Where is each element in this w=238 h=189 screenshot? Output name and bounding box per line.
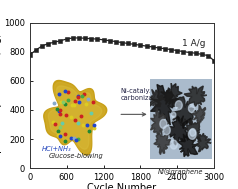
Text: 1 A/g: 1 A/g xyxy=(182,39,206,48)
Polygon shape xyxy=(170,140,177,149)
Polygon shape xyxy=(160,119,167,128)
Polygon shape xyxy=(194,133,211,152)
Polygon shape xyxy=(190,129,196,136)
Polygon shape xyxy=(164,116,191,145)
Polygon shape xyxy=(48,86,102,149)
X-axis label: Cycle Number: Cycle Number xyxy=(87,184,157,189)
Y-axis label: Specific capacitance (F/g): Specific capacitance (F/g) xyxy=(0,32,3,159)
Polygon shape xyxy=(178,134,198,157)
Text: Ni@graphene: Ni@graphene xyxy=(158,168,204,175)
Text: Ni-catalyzed
carbonization: Ni-catalyzed carbonization xyxy=(120,88,166,101)
Polygon shape xyxy=(161,83,182,106)
Polygon shape xyxy=(151,84,183,125)
Polygon shape xyxy=(193,105,206,125)
Polygon shape xyxy=(163,126,170,135)
Polygon shape xyxy=(154,133,171,155)
Polygon shape xyxy=(44,81,107,155)
Polygon shape xyxy=(184,86,207,106)
Polygon shape xyxy=(188,104,195,112)
Polygon shape xyxy=(175,101,182,110)
Text: HCl+NH₃: HCl+NH₃ xyxy=(42,146,71,152)
Polygon shape xyxy=(151,108,169,135)
Text: Glucose-blowing: Glucose-blowing xyxy=(49,153,103,159)
Polygon shape xyxy=(45,82,105,153)
Polygon shape xyxy=(188,129,196,139)
Polygon shape xyxy=(172,97,196,129)
Polygon shape xyxy=(172,112,176,118)
Polygon shape xyxy=(185,119,201,142)
Polygon shape xyxy=(149,89,165,107)
